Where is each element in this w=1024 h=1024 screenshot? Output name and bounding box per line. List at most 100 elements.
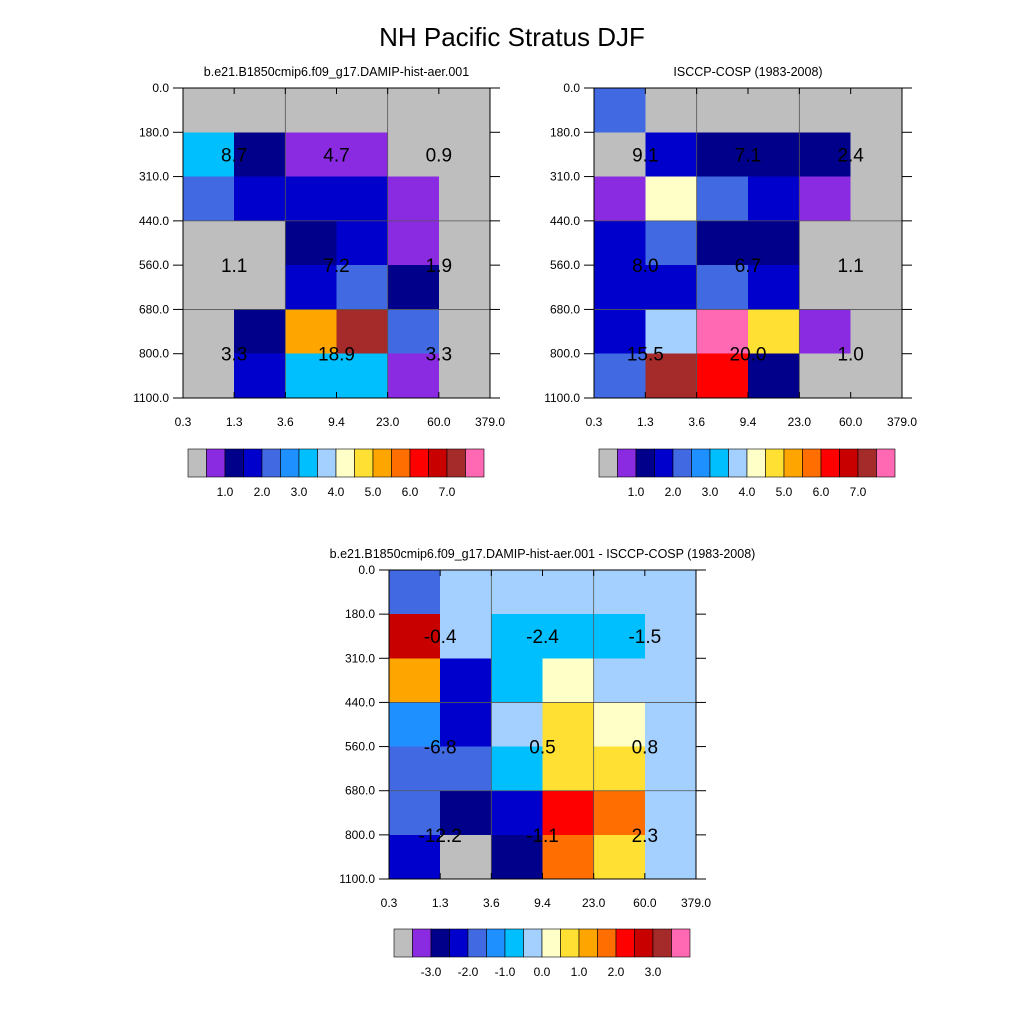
colorbar-swatch [354,448,374,478]
colorbar-swatch [876,448,896,478]
heatmap-cell [389,658,441,703]
colorbar-label: 3.0 [291,485,308,499]
heatmap-cell [594,176,646,222]
heatmap-cell [644,614,697,659]
cell-annotation: 1.9 [426,256,452,277]
cell-annotation: 0.9 [426,145,452,166]
heatmap-cell [336,176,389,222]
cell-annotation: 0.5 [529,738,555,759]
heatmap-cell [336,132,389,178]
x-tick-label: 60.0 [427,415,451,429]
heatmap-cell [336,309,389,355]
colorbar-swatch [446,448,466,478]
heatmap-cell [440,790,492,836]
heatmap-cell [387,132,440,178]
colorbar-swatch [465,448,485,478]
heatmap-cell [645,353,698,399]
heatmap-cell [389,834,441,880]
colorbar-swatch [467,928,487,958]
colorbar-swatch [541,928,561,958]
colorbar: -3.0 -2.0 -1.0 0.0 1.0 2.0 3.0 [393,928,691,979]
x-tick-label: 379.0 [887,415,917,429]
cell-annotation: -1.5 [628,627,661,648]
cell-annotation: 1.1 [837,256,863,277]
heatmap-cell [696,220,749,266]
y-tick-label: 180.0 [139,125,169,139]
cell-annotation: 9.1 [632,145,658,166]
x-tick-label: 1.3 [432,896,449,910]
cell-annotation: -12.2 [419,826,462,847]
y-tick-label: 180.0 [550,125,580,139]
x-tick-label: 60.0 [839,415,863,429]
colorbar-swatch [857,448,877,478]
y-tick-label: 0.0 [563,81,580,95]
x-tick-label: 0.3 [586,415,603,429]
y-tick-label: 310.0 [139,170,169,184]
x-tick-label: 3.6 [483,896,500,910]
y-tick-label: 180.0 [345,607,375,621]
figure-title: NH Pacific Stratus DJF [379,22,645,52]
cell-annotation: 7.2 [323,256,349,277]
heatmap-cell [389,570,441,615]
x-tick-label: 23.0 [582,896,606,910]
cell-annotation: -6.8 [424,738,457,759]
colorbar: 1.0 2.0 3.0 4.0 5.0 6.0 7.0 [187,448,485,499]
y-tick-label: 800.0 [345,828,375,842]
x-tick-label: 23.0 [376,415,400,429]
heatmap-cell [234,176,286,222]
heatmap-cell [799,353,852,399]
heatmap-cell [593,834,646,880]
heatmap-cell [440,702,492,748]
heatmap-cell [183,132,235,178]
colorbar-label: 2.0 [254,485,271,499]
y-tick-label: 680.0 [550,302,580,316]
colorbar-swatch [393,928,413,958]
heatmap-cell [748,220,800,266]
heatmap-cell [491,658,543,703]
x-tick-label: 23.0 [788,415,812,429]
heatmap-cell [387,220,440,266]
x-tick-label: 9.4 [740,415,757,429]
heatmap-cell [748,176,800,222]
heatmap-cell [438,176,491,222]
heatmap-cell [438,88,491,133]
heatmap-cell [285,309,337,355]
colorbar-label: 1.0 [628,485,645,499]
y-tick-label: 560.0 [345,740,375,754]
cell-annotation: 18.9 [318,345,355,366]
heatmap-cell [336,353,389,399]
colorbar-swatch [839,448,859,478]
colorbar-swatch [335,448,355,478]
heatmap-cell [593,746,646,792]
colorbar-label: 5.0 [776,485,793,499]
heatmap-cell [799,265,852,310]
heatmap-cell [234,265,286,310]
heatmap-cell [183,265,235,310]
heatmap-cell [285,176,337,222]
heatmap-cell [594,353,646,399]
heatmap-cell [696,353,749,399]
y-tick-label: 310.0 [345,651,375,665]
colorbar-swatch [820,448,840,478]
heatmap-cell [644,658,697,703]
colorbar-swatch [428,448,448,478]
heatmap-cell [593,658,646,703]
plot-title: b.e21.B1850cmip6.f09_g17.DAMIP-hist-aer.… [330,547,756,561]
x-tick-label: 0.3 [381,896,398,910]
cell-annotation: -0.4 [424,627,457,648]
heatmap-cell [645,265,698,310]
heatmap-cell [748,265,800,310]
colorbar-swatch [598,448,618,478]
heatmap-cell [440,658,492,703]
colorbar-label: -3.0 [421,965,442,979]
colorbar-label: 6.0 [402,485,419,499]
heatmap-cell [594,132,646,178]
heatmap-cell [645,176,698,222]
heatmap-cell [387,176,440,222]
x-tick-label: 3.6 [277,415,294,429]
colorbar-swatch [243,448,263,478]
heatmap-cell [183,220,235,266]
heatmap-cell [542,834,595,880]
colorbar: 1.0 2.0 3.0 4.0 5.0 6.0 7.0 [598,448,896,499]
cell-annotation: -2.4 [526,627,559,648]
